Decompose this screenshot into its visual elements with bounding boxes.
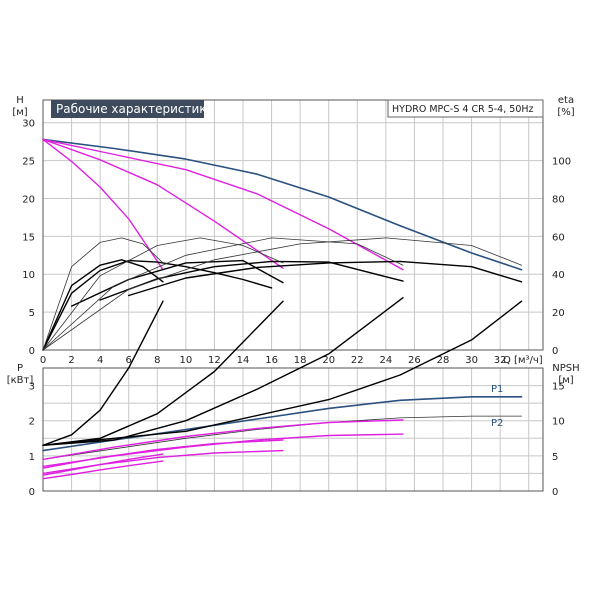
y-tick-label-left: 20: [22, 194, 35, 205]
series-P1-magenta: [42, 439, 284, 469]
head-chart-frame: [42, 99, 544, 351]
y-axis-label-right: eta [%]: [557, 95, 574, 118]
chart-title-bg: [51, 100, 204, 118]
x-axis-label: Q [м³/ч]: [503, 355, 543, 366]
y-tick-label-right: 5: [552, 452, 558, 463]
y-tick-label-left: 10: [22, 270, 35, 281]
series-eff-thin-thin: [42, 237, 404, 351]
x-tick-label: 12: [208, 355, 221, 366]
x-tick-label: 30: [465, 355, 478, 366]
x-tick-label: 10: [179, 355, 192, 366]
y-tick-label-left: 2: [29, 417, 35, 428]
x-tick-label: 16: [265, 355, 278, 366]
y-axis-label-right: NPSH [м]: [552, 363, 579, 386]
y-tick-label-left: 0: [29, 346, 35, 357]
y-axis-label-left: H [м]: [12, 95, 27, 118]
series-eff-thin-thin: [42, 237, 164, 351]
y-tick-label-left: 1: [29, 452, 35, 463]
series-head-blue: [42, 138, 523, 271]
power-chart-grid: [42, 368, 543, 492]
series-eff-black: [99, 260, 404, 301]
y-tick-label-right: 15: [552, 382, 565, 393]
series-NPSH-black: [42, 300, 284, 446]
series-head-magenta: [42, 138, 404, 271]
y-axis-label-left: P [кВт]: [7, 363, 34, 386]
x-tick-label: 24: [379, 355, 392, 366]
x-tick-label: 4: [97, 355, 103, 366]
y-tick-label-right: 10: [552, 417, 565, 428]
series-P1-magenta: [42, 453, 164, 476]
series-NPSH-black: [42, 300, 523, 446]
x-tick-label: 28: [437, 355, 450, 366]
y-tick-label-right: 80: [552, 194, 565, 205]
x-tick-label: 18: [294, 355, 307, 366]
series-eff-black: [42, 259, 164, 351]
y-tick-label-left: 0: [29, 487, 35, 498]
y-tick-label-left: 30: [22, 119, 35, 130]
y-tick-label-left: 15: [22, 232, 35, 243]
series-P1-magenta: [42, 419, 404, 461]
x-tick-label: 14: [237, 355, 250, 366]
y-tick-label-right: 100: [552, 157, 571, 168]
x-tick-label: 26: [408, 355, 421, 366]
series-NPSH-black: [42, 297, 404, 446]
series-head-magenta: [42, 138, 164, 271]
power-chart-frame: [42, 367, 544, 492]
y-tick-label-right: 0: [552, 346, 558, 357]
model-label-box: [387, 99, 544, 118]
y-tick-label-right: 60: [552, 232, 565, 243]
series-eff-thin-thin: [42, 237, 284, 351]
y-tick-label-right: 0: [552, 487, 558, 498]
series-P1-blue: [42, 396, 523, 452]
power-chart-axes: 0 1 2 3 0 5 10 15 P [кВт] NPSH [м] P1 P2: [7, 363, 580, 498]
x-tick-label: 8: [154, 355, 160, 366]
y-tick-label-right: 20: [552, 308, 565, 319]
head-chart-series: [42, 138, 523, 351]
power-chart-series: [42, 297, 523, 480]
x-tick-label: 2: [68, 355, 74, 366]
series-P2-magenta: [42, 460, 164, 480]
series-eff-black: [127, 260, 523, 297]
series-head-magenta: [42, 138, 284, 269]
x-tick-label: 22: [351, 355, 364, 366]
x-tick-label: 6: [126, 355, 132, 366]
series-label-p1: P1: [491, 384, 503, 395]
y-tick-label-left: 3: [29, 382, 35, 393]
model-label: HYDRO MPC-S 4 CR 5-4, 50Hz: [392, 104, 534, 115]
x-tick-label: 32: [494, 355, 507, 366]
series-label-p2: P2: [491, 418, 503, 429]
x-tick-label: 0: [40, 355, 46, 366]
head-chart-grid: [42, 100, 543, 351]
x-tick-label: 20: [322, 355, 335, 366]
chart-title: Рабочие характеристики: [56, 102, 214, 116]
series-eff-thin-thin: [42, 237, 522, 351]
y-tick-label-right: 40: [552, 270, 565, 281]
series-NPSH-black: [42, 300, 164, 446]
y-tick-label-left: 25: [22, 157, 35, 168]
y-tick-label-left: 5: [29, 308, 35, 319]
series-eff-black: [42, 259, 273, 351]
